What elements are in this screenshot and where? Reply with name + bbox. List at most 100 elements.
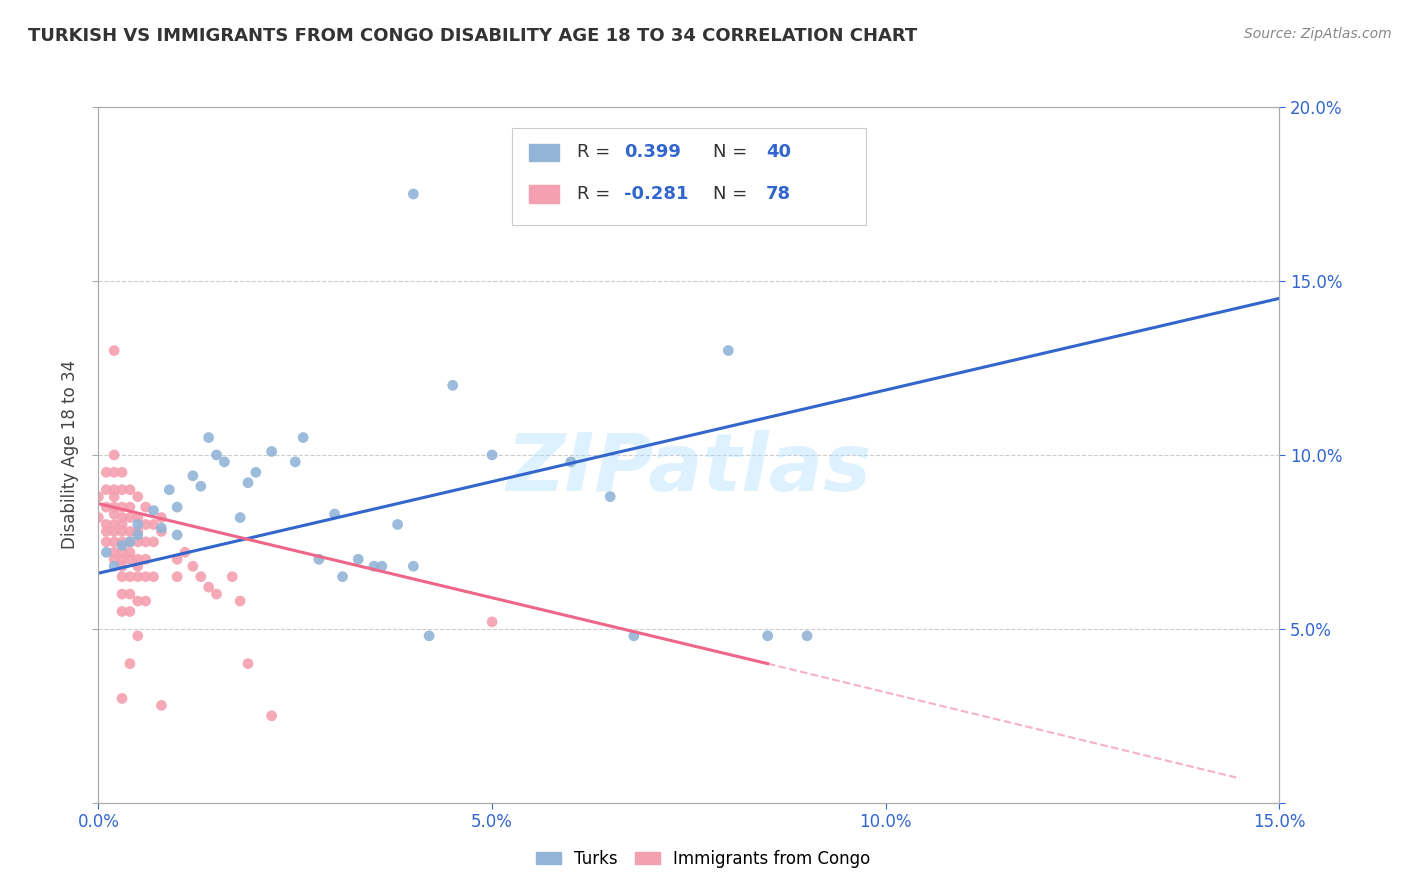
Point bbox=[96, 517, 118, 532]
Point bbox=[127, 490, 149, 504]
Point bbox=[402, 559, 425, 574]
Point bbox=[197, 431, 219, 445]
Point bbox=[118, 552, 141, 566]
Bar bbox=[530, 144, 560, 161]
Text: N =: N = bbox=[713, 144, 752, 161]
Point bbox=[142, 570, 165, 584]
Point bbox=[103, 500, 125, 514]
Point bbox=[166, 528, 188, 542]
Point bbox=[103, 559, 125, 574]
Point bbox=[118, 510, 141, 524]
Text: 78: 78 bbox=[766, 185, 790, 203]
Point bbox=[111, 500, 134, 514]
Point bbox=[135, 594, 157, 608]
Point bbox=[111, 517, 134, 532]
Point bbox=[127, 517, 149, 532]
Point bbox=[174, 545, 197, 559]
Text: TURKISH VS IMMIGRANTS FROM CONGO DISABILITY AGE 18 TO 34 CORRELATION CHART: TURKISH VS IMMIGRANTS FROM CONGO DISABIL… bbox=[28, 27, 917, 45]
Point bbox=[111, 483, 134, 497]
Point bbox=[96, 500, 118, 514]
Point bbox=[142, 517, 165, 532]
Point bbox=[441, 378, 464, 392]
Point bbox=[181, 559, 204, 574]
Point bbox=[103, 552, 125, 566]
Text: 0.399: 0.399 bbox=[624, 144, 681, 161]
Point bbox=[418, 629, 440, 643]
Y-axis label: Disability Age 18 to 34: Disability Age 18 to 34 bbox=[60, 360, 79, 549]
Point bbox=[111, 605, 134, 619]
Point bbox=[150, 698, 173, 713]
Point bbox=[142, 503, 165, 517]
Point bbox=[96, 534, 118, 549]
Point bbox=[150, 510, 173, 524]
Point bbox=[111, 559, 134, 574]
Point bbox=[96, 545, 118, 559]
Text: N =: N = bbox=[713, 185, 752, 203]
Point bbox=[599, 490, 621, 504]
Point bbox=[363, 559, 385, 574]
Point bbox=[197, 580, 219, 594]
Point bbox=[111, 534, 134, 549]
Point bbox=[560, 455, 582, 469]
Point bbox=[127, 528, 149, 542]
Point bbox=[96, 483, 118, 497]
Point bbox=[127, 510, 149, 524]
Point bbox=[166, 500, 188, 514]
Point bbox=[150, 524, 173, 539]
Point bbox=[205, 587, 228, 601]
Point bbox=[103, 534, 125, 549]
Point bbox=[103, 524, 125, 539]
Point bbox=[118, 500, 141, 514]
Point bbox=[96, 466, 118, 480]
Point bbox=[323, 507, 346, 521]
Point bbox=[229, 594, 252, 608]
Point bbox=[111, 524, 134, 539]
Point bbox=[284, 455, 307, 469]
Text: ZIPatlas: ZIPatlas bbox=[506, 430, 872, 508]
Point bbox=[103, 517, 125, 532]
Point bbox=[150, 521, 173, 535]
Point bbox=[103, 483, 125, 497]
Point bbox=[260, 444, 283, 458]
Point bbox=[127, 559, 149, 574]
Point bbox=[111, 545, 134, 559]
Point bbox=[308, 552, 330, 566]
Point bbox=[135, 517, 157, 532]
Point bbox=[118, 570, 141, 584]
Point bbox=[111, 510, 134, 524]
Point bbox=[236, 657, 259, 671]
Point bbox=[103, 507, 125, 521]
Point bbox=[118, 587, 141, 601]
Point bbox=[347, 552, 370, 566]
Point bbox=[127, 524, 149, 539]
Point bbox=[103, 448, 125, 462]
Point bbox=[103, 343, 125, 358]
Text: R =: R = bbox=[576, 144, 616, 161]
Point bbox=[332, 570, 354, 584]
Point bbox=[111, 552, 134, 566]
Point bbox=[796, 629, 818, 643]
Bar bbox=[530, 186, 560, 202]
Point bbox=[127, 570, 149, 584]
Point bbox=[111, 691, 134, 706]
Point bbox=[135, 552, 157, 566]
Point bbox=[118, 545, 141, 559]
Point bbox=[157, 483, 180, 497]
Point bbox=[135, 500, 157, 514]
Point bbox=[387, 517, 409, 532]
Point bbox=[181, 468, 204, 483]
Point bbox=[190, 570, 212, 584]
Point bbox=[214, 455, 236, 469]
Point bbox=[229, 510, 252, 524]
Point bbox=[118, 483, 141, 497]
Point bbox=[236, 475, 259, 490]
FancyBboxPatch shape bbox=[512, 128, 866, 226]
Point bbox=[118, 534, 141, 549]
Point bbox=[292, 431, 315, 445]
Point bbox=[717, 343, 740, 358]
Point bbox=[127, 552, 149, 566]
Point bbox=[221, 570, 243, 584]
Point bbox=[623, 629, 645, 643]
Point bbox=[127, 629, 149, 643]
Point bbox=[166, 552, 188, 566]
